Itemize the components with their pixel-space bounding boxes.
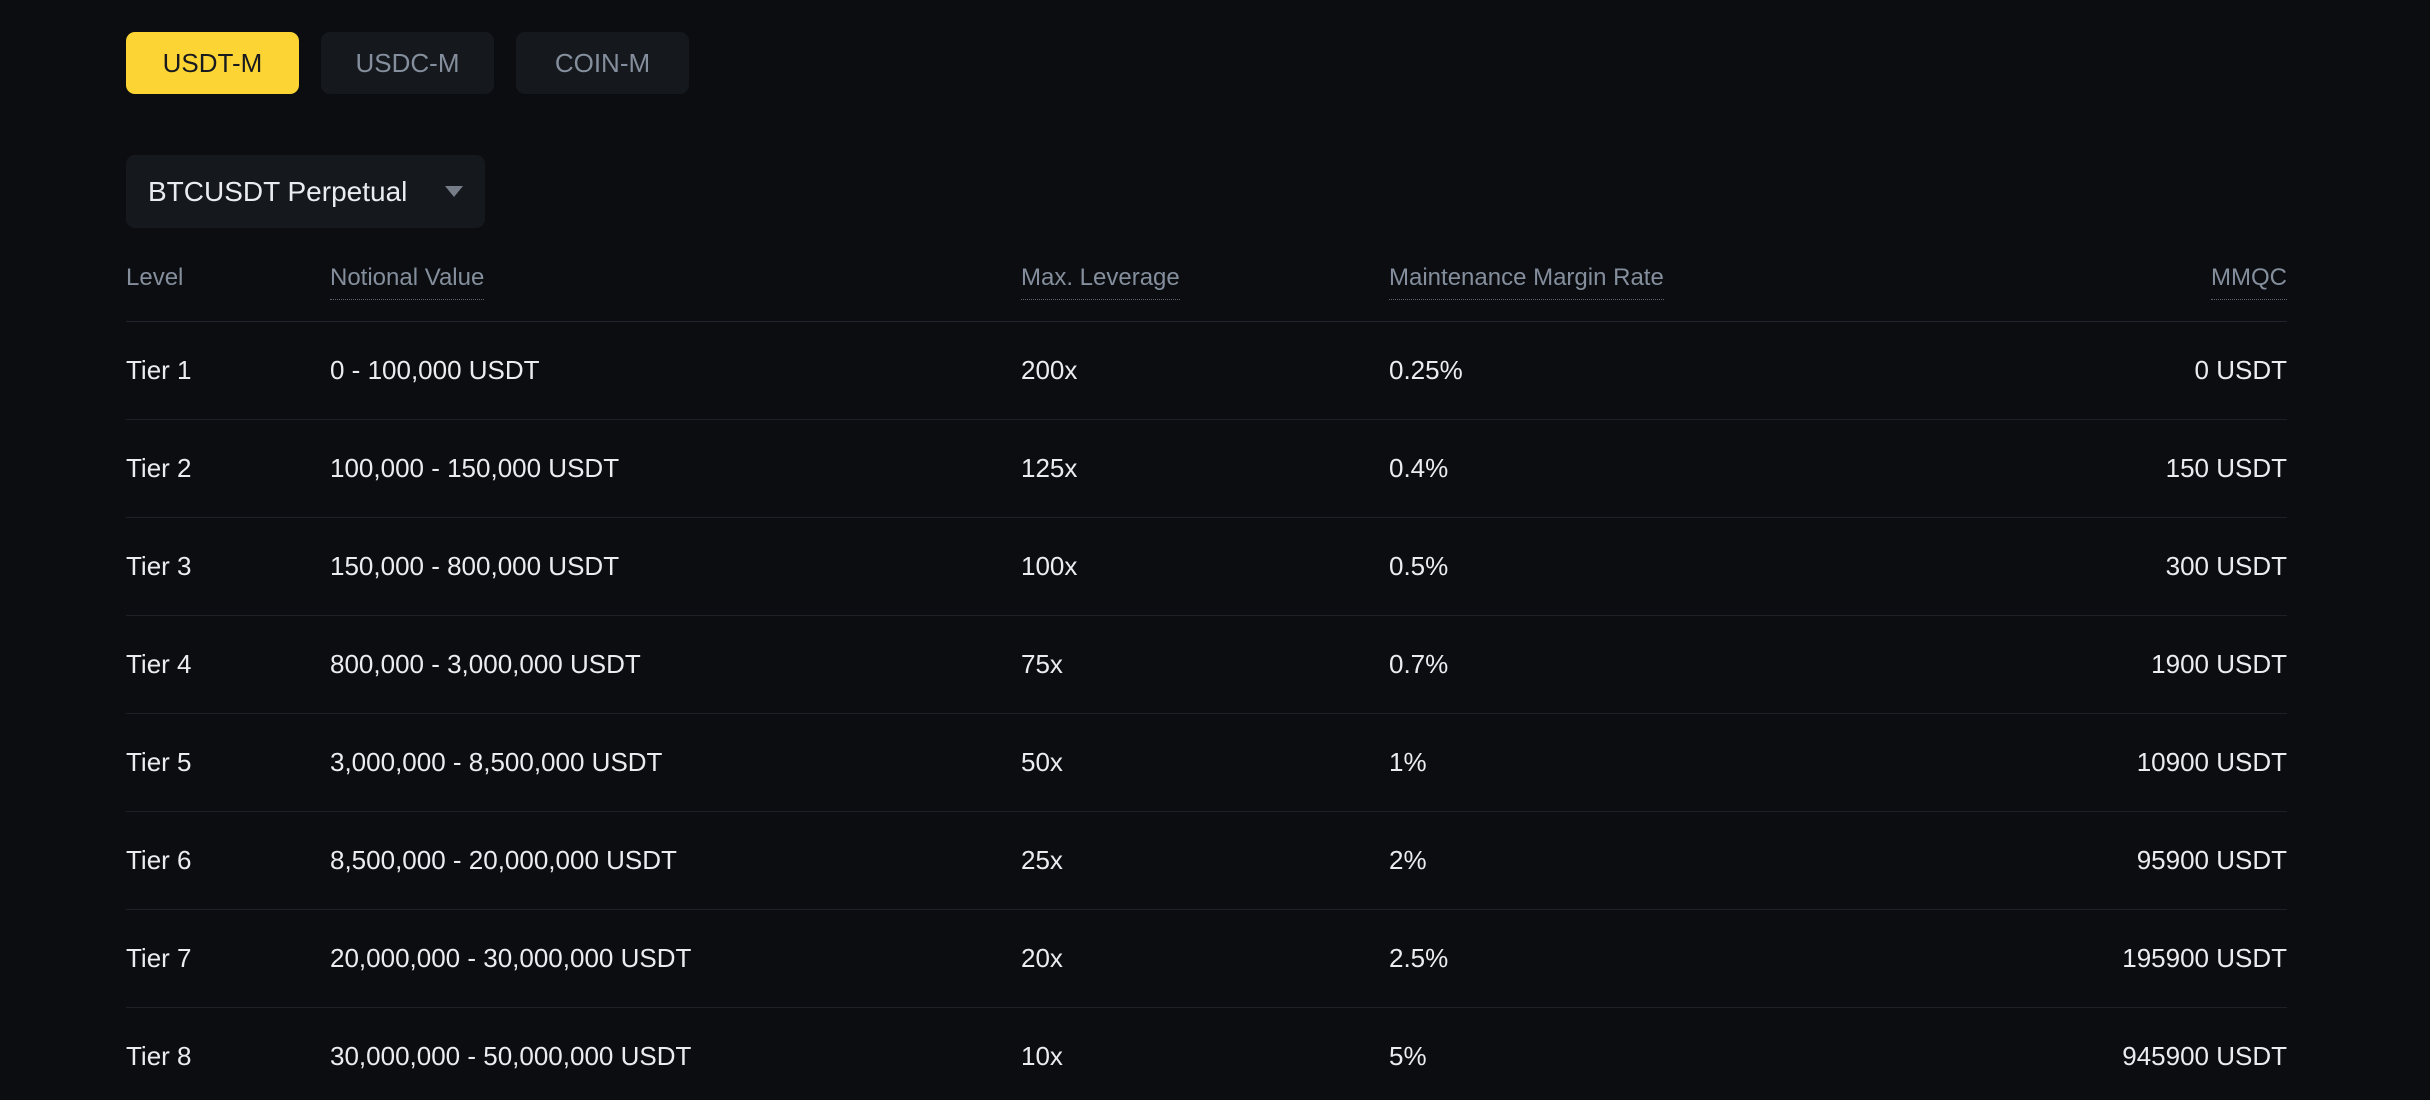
- mmqc-cell: 10900 USDT: [2136, 747, 2287, 777]
- mmr-cell: 5%: [1389, 1041, 1427, 1071]
- column-header-notional-value[interactable]: Notional Value: [330, 264, 485, 300]
- chevron-down-icon: [445, 186, 464, 197]
- leverage-cell: 50x: [1021, 747, 1063, 777]
- level-cell: Tier 1: [126, 355, 192, 385]
- mmqc-cell: 300 USDT: [2165, 551, 2287, 581]
- mmqc-cell: 0 USDT: [2194, 355, 2287, 385]
- column-header-maintenance-margin-rate[interactable]: Maintenance Margin Rate: [1389, 264, 1664, 300]
- column-header-label: Notional Value: [330, 264, 485, 300]
- mmqc-cell: 945900 USDT: [2122, 1041, 2287, 1071]
- table-row: Tier 1 0 - 100,000 USDT 200x 0.25% 0 USDT: [126, 322, 2287, 420]
- mmr-cell: 2.5%: [1389, 943, 1449, 973]
- leverage-cell: 20x: [1021, 943, 1063, 973]
- leverage-cell: 100x: [1021, 551, 1078, 581]
- notional-cell: 150,000 - 800,000 USDT: [330, 551, 620, 581]
- notional-cell: 800,000 - 3,000,000 USDT: [330, 649, 641, 679]
- tab-usdc-m[interactable]: USDC-M: [321, 32, 494, 94]
- mmr-cell: 0.5%: [1389, 551, 1449, 581]
- notional-cell: 3,000,000 - 8,500,000 USDT: [330, 747, 663, 777]
- level-cell: Tier 5: [126, 747, 192, 777]
- leverage-cell: 75x: [1021, 649, 1063, 679]
- mmr-cell: 0.4%: [1389, 453, 1449, 483]
- mmqc-cell: 195900 USDT: [2122, 943, 2287, 973]
- pair-selector-dropdown[interactable]: BTCUSDT Perpetual: [126, 155, 486, 228]
- level-cell: Tier 3: [126, 551, 192, 581]
- leverage-tier-table: Level Notional Value Max. Leverage Maintena…: [126, 250, 2287, 1100]
- notional-cell: 20,000,000 - 30,000,000 USDT: [330, 943, 692, 973]
- table-row: Tier 3 150,000 - 800,000 USDT 100x 0.5% 300 …: [126, 518, 2287, 616]
- column-header-level: Level: [126, 264, 183, 299]
- table-row: Tier 8 30,000,000 - 50,000,000 USDT 10x 5% 9…: [126, 1008, 2287, 1100]
- leverage-cell: 10x: [1021, 1041, 1063, 1071]
- leverage-cell: 25x: [1021, 845, 1063, 875]
- notional-cell: 30,000,000 - 50,000,000 USDT: [330, 1041, 692, 1071]
- level-cell: Tier 4: [126, 649, 192, 679]
- table-row: Tier 4 800,000 - 3,000,000 USDT 75x 0.7% 190…: [126, 616, 2287, 714]
- table-row: Tier 6 8,500,000 - 20,000,000 USDT 25x 2% 95…: [126, 812, 2287, 910]
- margin-type-tabs: USDT-M USDC-M COIN-M: [126, 32, 2287, 94]
- level-cell: Tier 8: [126, 1041, 192, 1071]
- mmqc-cell: 150 USDT: [2165, 453, 2287, 483]
- column-header-label: Level: [126, 264, 184, 291]
- mmr-cell: 0.25%: [1389, 355, 1463, 385]
- pair-selector-value: BTCUSDT Perpetual: [148, 175, 408, 207]
- tab-usdt-m[interactable]: USDT-M: [126, 32, 299, 94]
- level-cell: Tier 2: [126, 453, 192, 483]
- level-cell: Tier 7: [126, 943, 192, 973]
- mmqc-cell: 1900 USDT: [2151, 649, 2287, 679]
- notional-cell: 8,500,000 - 20,000,000 USDT: [330, 845, 677, 875]
- column-header-mmqc[interactable]: MMQC: [2211, 264, 2287, 300]
- mmr-cell: 1%: [1389, 747, 1427, 777]
- table-row: Tier 5 3,000,000 - 8,500,000 USDT 50x 1% 109…: [126, 714, 2287, 812]
- table-header-row: Level Notional Value Max. Leverage Maintena…: [126, 250, 2287, 322]
- tab-coin-m[interactable]: COIN-M: [516, 32, 689, 94]
- column-header-label: MMQC: [2211, 264, 2287, 300]
- level-cell: Tier 6: [126, 845, 192, 875]
- table-row: Tier 7 20,000,000 - 30,000,000 USDT 20x 2.5…: [126, 910, 2287, 1008]
- mmr-cell: 2%: [1389, 845, 1427, 875]
- column-header-max-leverage[interactable]: Max. Leverage: [1021, 264, 1180, 300]
- notional-cell: 100,000 - 150,000 USDT: [330, 453, 620, 483]
- column-header-label: Maintenance Margin Rate: [1389, 264, 1664, 300]
- table-row: Tier 2 100,000 - 150,000 USDT 125x 0.4% 150 …: [126, 420, 2287, 518]
- mmqc-cell: 95900 USDT: [2136, 845, 2287, 875]
- leverage-cell: 125x: [1021, 453, 1078, 483]
- leverage-cell: 200x: [1021, 355, 1078, 385]
- column-header-label: Max. Leverage: [1021, 264, 1180, 300]
- mmr-cell: 0.7%: [1389, 649, 1449, 679]
- notional-cell: 0 - 100,000 USDT: [330, 355, 540, 385]
